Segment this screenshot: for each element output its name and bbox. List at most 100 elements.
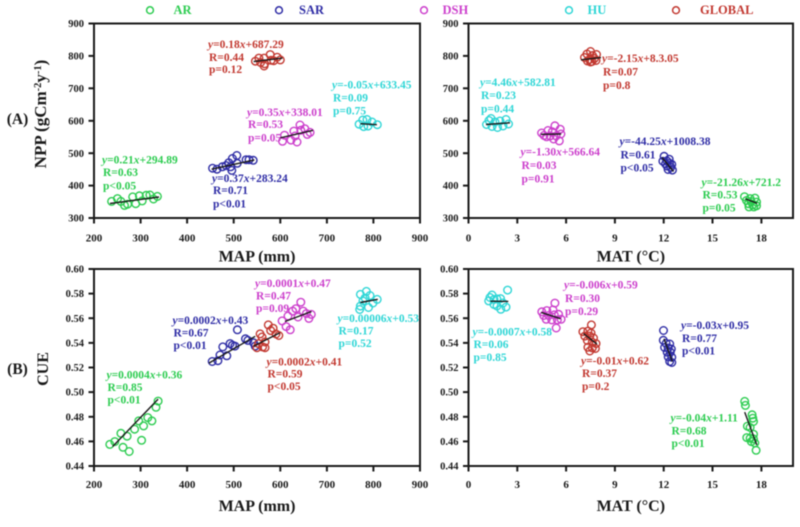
svg-text:y=-44.25x+1008.38: y=-44.25x+1008.38	[618, 136, 711, 148]
svg-text:p<0.01: p<0.01	[682, 346, 715, 358]
svg-text:y=-1.30x+566.64: y=-1.30x+566.64	[519, 147, 601, 159]
svg-text:R=0.63: R=0.63	[103, 167, 138, 179]
svg-text:700: 700	[319, 233, 336, 245]
svg-text:600: 600	[68, 116, 84, 127]
svg-text:y=-0.04x+1.11: y=-0.04x+1.11	[669, 413, 739, 425]
svg-text:y=0.0004x+0.36: y=0.0004x+0.36	[105, 370, 183, 382]
svg-text:800: 800	[443, 52, 459, 63]
svg-text:y=-0.0007x+0.58: y=-0.0007x+0.58	[471, 327, 553, 339]
svg-text:y=-0.03x+0.95: y=-0.03x+0.95	[679, 320, 749, 332]
svg-text:700: 700	[68, 84, 84, 95]
svg-text:y=0.0002x+0.43: y=0.0002x+0.43	[171, 315, 249, 327]
svg-text:600: 600	[272, 479, 289, 491]
svg-text:R=0.53: R=0.53	[248, 119, 283, 131]
svg-text:0.50: 0.50	[440, 388, 458, 399]
svg-text:NPP (gCm-2y-1): NPP (gCm-2y-1)	[31, 60, 50, 169]
svg-text:p=0.75: p=0.75	[333, 106, 366, 118]
svg-text:R=0.09: R=0.09	[333, 93, 368, 105]
svg-text:p<0.01: p<0.01	[174, 340, 207, 352]
svg-text:y=-0.01x+0.62: y=-0.01x+0.62	[579, 356, 649, 368]
svg-text:R=0.03: R=0.03	[522, 160, 557, 172]
svg-text:y=-21.26x+721.2: y=-21.26x+721.2	[700, 177, 782, 189]
svg-text:y=0.18x+687.29: y=0.18x+687.29	[206, 39, 284, 51]
svg-text:0.48: 0.48	[440, 412, 458, 423]
svg-text:R=0.77: R=0.77	[682, 333, 717, 345]
svg-text:R=0.30: R=0.30	[565, 293, 600, 305]
svg-text:6: 6	[563, 233, 569, 245]
svg-text:GLOBAL: GLOBAL	[700, 3, 754, 17]
svg-text:p=0.05: p=0.05	[248, 133, 281, 145]
svg-text:900: 900	[443, 19, 459, 30]
svg-text:y=-2.15x+8.3.05: y=-2.15x+8.3.05	[600, 53, 679, 65]
svg-text:p=0.05: p=0.05	[703, 203, 736, 215]
svg-text:y=0.00006x+0.53: y=0.00006x+0.53	[336, 313, 420, 325]
svg-text:MAP (mm): MAP (mm)	[219, 249, 296, 266]
svg-text:800: 800	[68, 52, 84, 63]
svg-text:R=0.61: R=0.61	[621, 150, 656, 162]
svg-text:y=0.0001x+0.47: y=0.0001x+0.47	[253, 278, 331, 290]
svg-text:p=0.52: p=0.52	[339, 338, 372, 350]
svg-text:R=0.23: R=0.23	[481, 90, 516, 102]
svg-text:700: 700	[443, 84, 459, 95]
svg-text:0.44: 0.44	[440, 462, 459, 473]
svg-text:y=0.37x+283.24: y=0.37x+283.24	[210, 173, 288, 185]
svg-text:p<0.05: p<0.05	[103, 181, 136, 193]
svg-text:600: 600	[443, 116, 459, 127]
svg-text:R=0.53: R=0.53	[703, 190, 738, 202]
svg-text:500: 500	[225, 479, 242, 491]
svg-text:R=0.17: R=0.17	[339, 326, 374, 338]
svg-text:18: 18	[756, 233, 768, 245]
svg-text:0.56: 0.56	[66, 314, 84, 325]
svg-text:800: 800	[365, 479, 382, 491]
svg-text:6: 6	[563, 479, 569, 491]
svg-text:AR: AR	[174, 3, 193, 17]
svg-text:900: 900	[412, 233, 429, 245]
svg-text:300: 300	[443, 214, 459, 225]
svg-text:12: 12	[658, 233, 670, 245]
svg-text:0.60: 0.60	[440, 265, 458, 276]
svg-text:0.52: 0.52	[440, 363, 458, 374]
svg-text:y=-0.006x+0.59: y=-0.006x+0.59	[562, 280, 638, 292]
svg-text:p=0.85: p=0.85	[474, 352, 507, 364]
svg-text:y=-0.05x+633.45: y=-0.05x+633.45	[330, 80, 412, 92]
svg-text:y=0.0002x+0.41: y=0.0002x+0.41	[265, 357, 343, 369]
svg-text:MAT (°C): MAT (°C)	[597, 249, 665, 266]
svg-text:(B): (B)	[7, 361, 28, 378]
svg-text:300: 300	[132, 479, 149, 491]
svg-text:y=4.46x+582.81: y=4.46x+582.81	[478, 77, 556, 89]
svg-text:400: 400	[179, 233, 196, 245]
svg-text:800: 800	[365, 233, 382, 245]
svg-text:HU: HU	[588, 3, 607, 17]
svg-text:p<0.01: p<0.01	[108, 395, 141, 407]
svg-text:18: 18	[756, 479, 768, 491]
svg-text:0.52: 0.52	[66, 363, 84, 374]
svg-text:0: 0	[466, 233, 472, 245]
svg-text:R=0.47: R=0.47	[256, 291, 291, 303]
svg-text:y=0.21x+294.89: y=0.21x+294.89	[100, 155, 178, 167]
svg-text:MAT (°C): MAT (°C)	[597, 498, 665, 515]
svg-text:700: 700	[319, 479, 336, 491]
svg-text:0.50: 0.50	[66, 388, 84, 399]
svg-text:0.46: 0.46	[66, 437, 84, 448]
svg-text:p=0.8: p=0.8	[603, 80, 631, 92]
svg-text:500: 500	[68, 149, 84, 160]
svg-text:300: 300	[132, 233, 149, 245]
svg-text:MAP (mm): MAP (mm)	[219, 498, 296, 515]
svg-text:400: 400	[179, 479, 196, 491]
svg-text:600: 600	[272, 233, 289, 245]
svg-text:CUE: CUE	[35, 352, 52, 386]
svg-text:0.44: 0.44	[66, 462, 85, 473]
svg-text:R=0.71: R=0.71	[213, 185, 248, 197]
svg-text:p=0.2: p=0.2	[582, 381, 610, 393]
svg-text:p=0.91: p=0.91	[522, 174, 555, 186]
svg-text:p=0.44: p=0.44	[481, 104, 514, 116]
svg-text:R=0.59: R=0.59	[268, 369, 303, 381]
svg-text:y=0.35x+338.01: y=0.35x+338.01	[245, 107, 323, 119]
svg-text:400: 400	[443, 181, 459, 192]
svg-text:9: 9	[612, 233, 618, 245]
svg-text:R=0.68: R=0.68	[672, 426, 707, 438]
svg-text:p=0.29: p=0.29	[565, 306, 598, 318]
svg-text:400: 400	[68, 181, 84, 192]
svg-text:(A): (A)	[7, 111, 29, 128]
svg-text:0.54: 0.54	[440, 339, 459, 350]
